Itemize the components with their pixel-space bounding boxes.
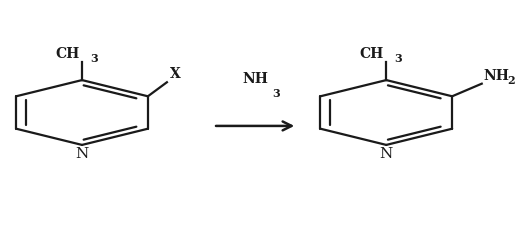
Text: N: N [380, 147, 393, 161]
Text: N: N [75, 147, 89, 161]
Text: CH: CH [359, 47, 383, 61]
Text: X: X [169, 67, 180, 81]
Text: NH: NH [242, 72, 268, 86]
Text: 3: 3 [394, 53, 402, 64]
Text: 3: 3 [90, 53, 98, 64]
Text: CH: CH [55, 47, 79, 61]
Text: 3: 3 [272, 88, 280, 99]
Text: 2: 2 [507, 75, 514, 86]
Text: NH: NH [483, 69, 509, 83]
